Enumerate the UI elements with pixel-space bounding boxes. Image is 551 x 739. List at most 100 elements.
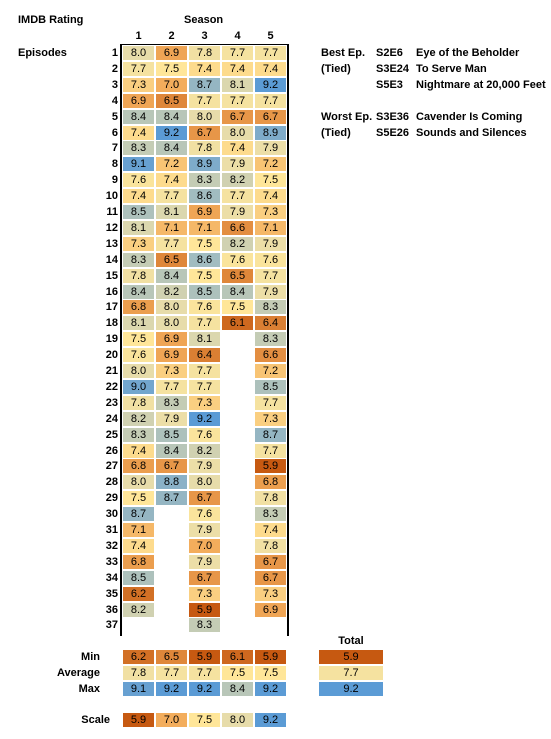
left-rule [120,44,122,636]
season-header: 1 [135,30,142,42]
rating-cell: 6.7 [221,108,254,125]
rating-cell: 7.8 [254,490,287,507]
rating-cell: 8.3 [254,331,287,348]
episode-number: 4 [111,94,118,107]
rating-cell: 7.5 [188,267,221,284]
scale-cell: 8.0 [221,712,254,728]
rating-cell: 7.9 [221,156,254,173]
rating-cell: 7.6 [188,426,221,443]
episode-number: 35 [105,587,118,600]
summary-cell: 9.2 [155,681,188,697]
rating-cell: 8.4 [221,283,254,300]
rating-cell: 7.4 [221,140,254,157]
scale-cell: 5.9 [122,712,155,728]
rating-cell: 7.8 [188,45,221,61]
episode-number: 14 [105,253,118,266]
rating-cell: 8.0 [221,124,254,141]
rating-cell: 7.9 [254,140,287,157]
rating-cell: 7.5 [155,60,188,77]
rating-cell: 7.3 [122,76,155,93]
rating-cell: 6.9 [155,347,188,364]
episode-number: 1 [111,47,118,59]
note-label: Worst Ep. [321,111,373,123]
episode-number: 19 [105,333,118,346]
rating-cell: 8.4 [155,140,188,157]
rating-cell: 6.7 [188,569,221,586]
rating-cell: 8.3 [122,251,155,268]
rating-cell: 8.7 [188,76,221,93]
rating-cell: 8.3 [188,172,221,189]
rating-cell: 7.7 [254,45,287,61]
episode-number: 22 [105,380,118,393]
rating-cell: 8.2 [122,601,155,618]
rating-cell: 6.8 [122,553,155,570]
episode-number: 11 [106,206,118,218]
rating-cell: 6.4 [188,347,221,364]
episode-number: 32 [105,539,118,552]
rating-cell: 7.9 [188,522,221,538]
note-code: S3E36 [376,111,410,123]
rating-cell: 7.8 [122,394,155,411]
rating-cell: 7.7 [188,92,221,109]
rating-cell: 6.9 [188,204,221,220]
episode-number: 18 [105,317,118,330]
rating-cell: 8.6 [188,188,221,205]
rating-cell: 7.5 [122,490,155,507]
season-header: 3 [201,30,208,42]
rating-cell: 7.2 [254,363,287,379]
episode-number: 6 [111,126,118,139]
episode-number: 17 [105,301,118,314]
rating-cell: 7.3 [188,394,221,411]
rating-cell: 6.8 [122,299,155,316]
total-cell: 5.9 [318,649,384,665]
rating-cell: 8.6 [188,251,221,268]
rating-cell: 7.4 [254,522,287,538]
rating-cell: 6.8 [254,474,287,491]
note-code: S3E24 [376,63,410,75]
scale-label: Scale [81,714,110,726]
rating-cell: 7.3 [254,585,287,602]
episode-number: 5 [111,110,118,123]
rating-cell: 6.7 [155,458,188,475]
episode-number: 10 [105,190,118,203]
rating-cell: 7.2 [155,156,188,173]
summary-cell: 7.5 [254,665,287,681]
rating-cell: 7.0 [188,537,221,554]
rating-cell: 9.1 [122,156,155,173]
rating-cell: 7.1 [188,219,221,236]
title: IMDB Rating [18,14,84,26]
rating-cell: 7.6 [188,506,221,523]
rating-cell: 7.7 [254,442,287,459]
rating-cell: 7.0 [155,76,188,93]
episode-number: 28 [105,476,118,489]
rating-cell: 8.9 [254,124,287,141]
rating-cell: 8.9 [188,156,221,173]
rating-cell: 8.2 [221,172,254,189]
rating-cell: 8.0 [122,474,155,491]
rating-cell: 7.8 [188,140,221,157]
summary-cell: 7.8 [122,665,155,681]
rating-cell: 6.8 [122,458,155,475]
rating-cell: 8.2 [221,235,254,252]
rating-cell: 6.5 [155,251,188,268]
rating-cell: 7.9 [188,458,221,475]
rating-cell: 8.7 [122,506,155,523]
rating-cell: 8.1 [188,331,221,348]
rating-cell: 7.4 [122,188,155,205]
note-title: To Serve Man [416,63,487,75]
summary-cell: 9.1 [122,681,155,697]
total-cell: 7.7 [318,665,384,681]
rating-cell: 8.0 [155,299,188,316]
episode-number: 12 [105,221,118,234]
rating-cell: 7.7 [122,60,155,77]
rating-cell: 6.5 [221,267,254,284]
rating-cell: 7.4 [188,60,221,77]
rating-cell: 8.2 [155,283,188,300]
episode-number: 3 [111,78,118,91]
summary-cell: 7.5 [221,665,254,681]
rating-cell: 7.7 [254,92,287,109]
episode-number: 15 [105,269,118,282]
rating-cell: 7.5 [122,331,155,348]
season-header: 2 [168,30,175,42]
